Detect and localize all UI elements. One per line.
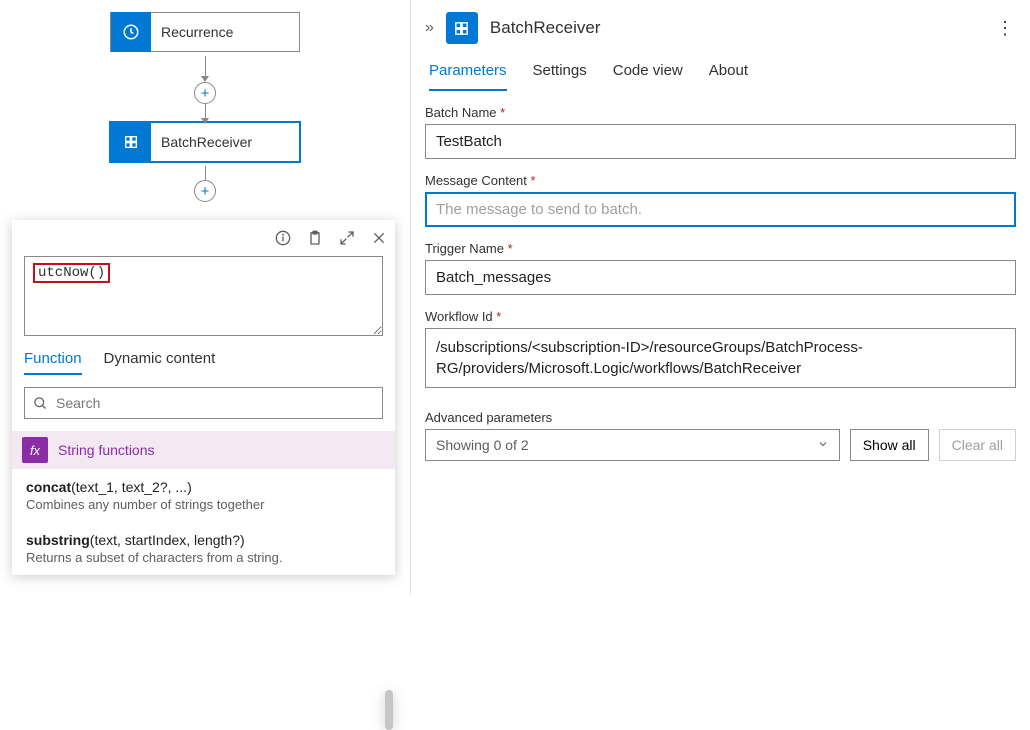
add-step-button[interactable]: +: [194, 180, 216, 202]
advanced-params-label: Advanced parameters: [425, 410, 1016, 425]
message-content-input[interactable]: The message to send to batch.: [425, 192, 1016, 227]
flow-node-recurrence[interactable]: Recurrence: [110, 12, 300, 52]
tab-settings[interactable]: Settings: [533, 62, 587, 91]
clock-icon: [111, 12, 151, 52]
batch-name-input[interactable]: TestBatch: [425, 124, 1016, 159]
collapse-chevron-icon[interactable]: »: [425, 19, 434, 37]
close-icon[interactable]: [367, 226, 391, 250]
search-input-wrapper[interactable]: [24, 387, 383, 419]
tab-function[interactable]: Function: [24, 350, 82, 375]
function-item-substring[interactable]: substring(text, startIndex, length?) Ret…: [12, 522, 395, 575]
batch-icon: [111, 122, 151, 162]
node-label: BatchReceiver: [151, 134, 252, 150]
scrollbar-thumb[interactable]: [385, 690, 393, 730]
node-label: Recurrence: [151, 24, 233, 40]
expression-textarea[interactable]: utcNow(): [24, 256, 383, 336]
panel-title: BatchReceiver: [490, 18, 601, 38]
field-label: Batch Name *: [425, 105, 1016, 120]
more-menu-icon[interactable]: ⋮: [996, 18, 1016, 39]
search-input[interactable]: [56, 395, 374, 411]
tab-code-view[interactable]: Code view: [613, 62, 683, 91]
function-item-concat[interactable]: concat(text_1, text_2?, ...) Combines an…: [12, 469, 395, 522]
field-label: Trigger Name *: [425, 241, 1016, 256]
function-category-header[interactable]: fx String functions: [12, 431, 395, 469]
workflow-id-input[interactable]: /subscriptions/<subscription-ID>/resourc…: [425, 328, 1016, 388]
fx-icon: fx: [22, 437, 48, 463]
tab-about[interactable]: About: [709, 62, 748, 91]
tab-dynamic-content[interactable]: Dynamic content: [104, 350, 216, 375]
field-label: Message Content *: [425, 173, 1016, 188]
expression-editor-popup: utcNow() Function Dynamic content fx Str…: [12, 220, 395, 575]
properties-panel: » BatchReceiver ⋮ Parameters Settings Co…: [410, 0, 1030, 595]
show-all-button[interactable]: Show all: [850, 429, 929, 461]
search-icon: [33, 396, 48, 411]
category-title: String functions: [58, 442, 155, 458]
info-icon[interactable]: [271, 226, 295, 250]
advanced-params-select[interactable]: Showing 0 of 2: [425, 429, 840, 461]
chevron-down-icon: [817, 437, 829, 453]
flow-node-batchreceiver[interactable]: BatchReceiver: [110, 122, 300, 162]
expand-icon[interactable]: [335, 226, 359, 250]
field-label: Workflow Id *: [425, 309, 1016, 324]
designer-canvas: Recurrence + BatchReceiver +: [0, 0, 410, 595]
tab-parameters[interactable]: Parameters: [429, 62, 507, 91]
expression-text: utcNow(): [33, 263, 110, 283]
clipboard-icon[interactable]: [303, 226, 327, 250]
add-step-button[interactable]: +: [194, 82, 216, 104]
clear-all-button: Clear all: [939, 429, 1016, 461]
trigger-name-input[interactable]: Batch_messages: [425, 260, 1016, 295]
batch-icon: [446, 12, 478, 44]
